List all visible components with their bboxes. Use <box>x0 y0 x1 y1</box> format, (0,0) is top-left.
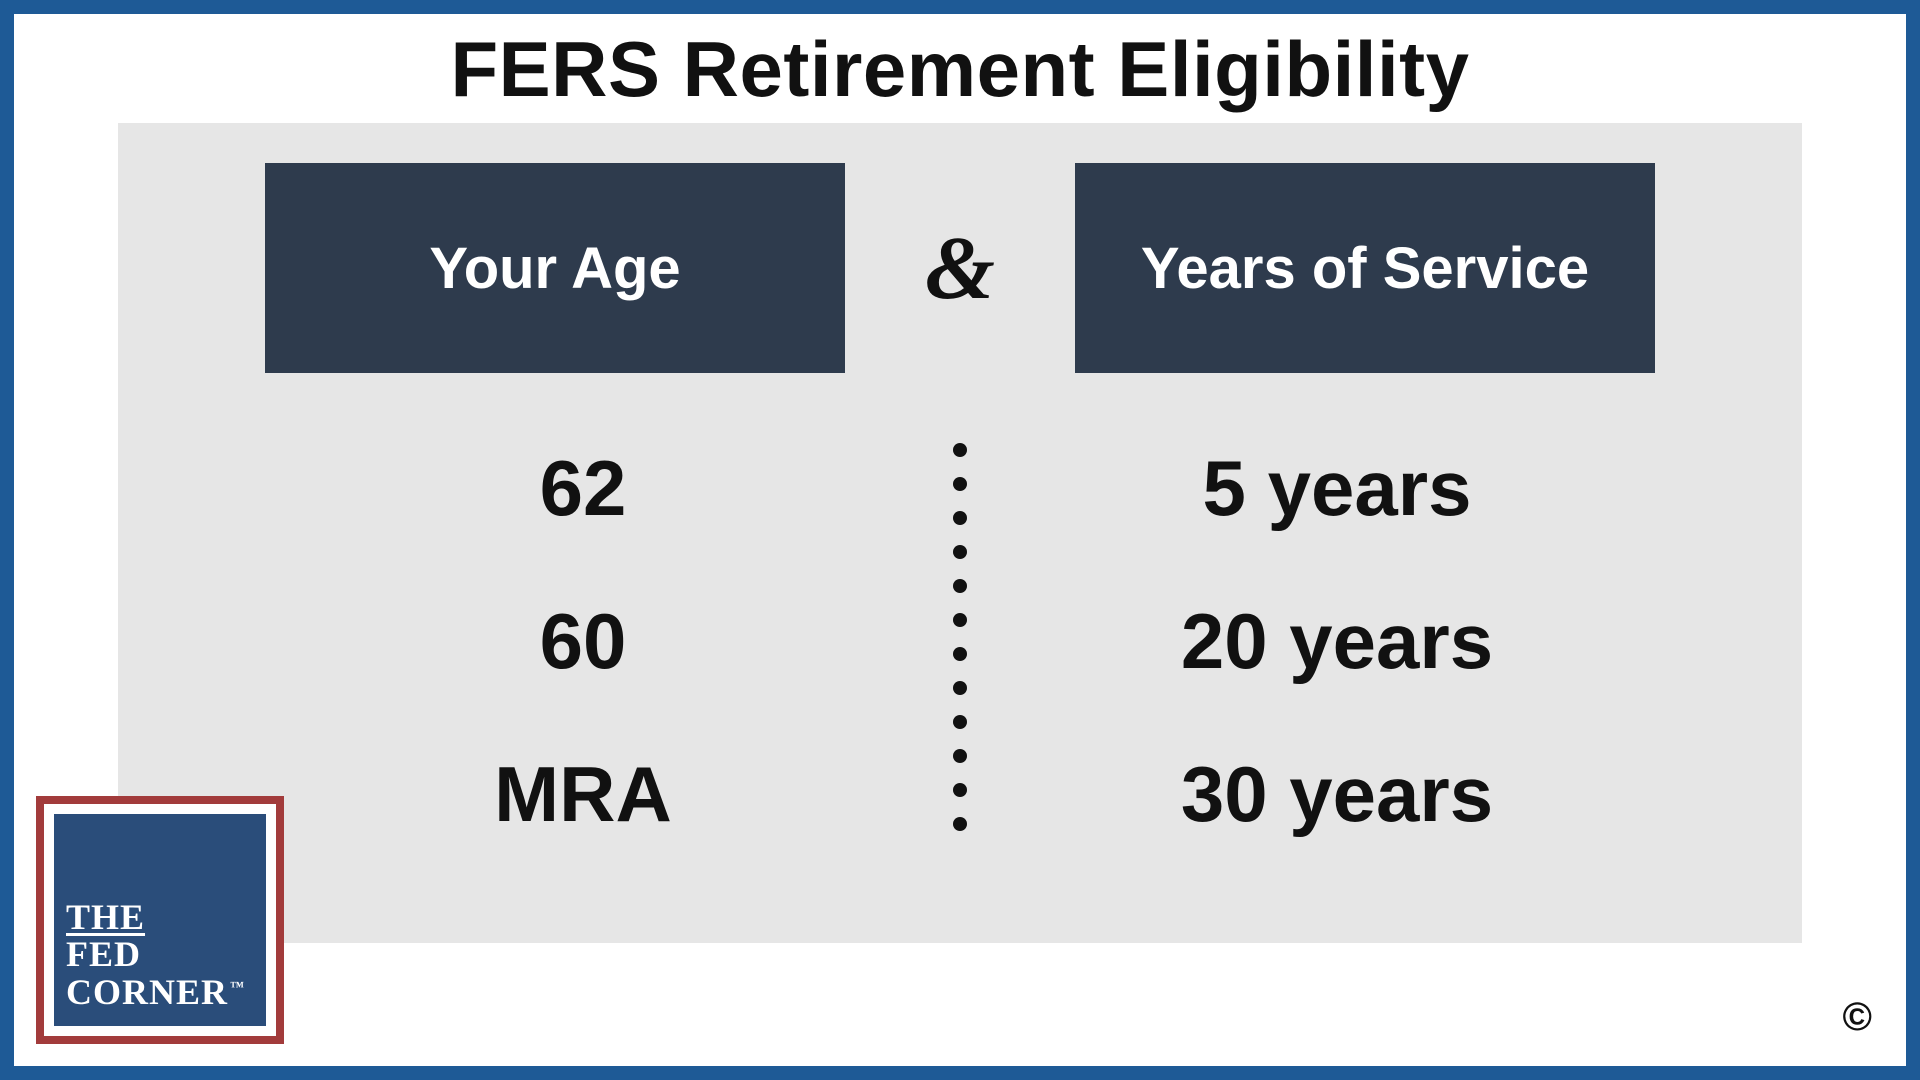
divider-dot <box>953 647 967 661</box>
ampersand-icon: & <box>925 217 995 320</box>
brand-logo: THE FED CORNER™ <box>36 796 284 1044</box>
column-headers: Your Age & Years of Service <box>238 163 1682 373</box>
divider-dot <box>953 715 967 729</box>
age-value: 60 <box>540 596 627 687</box>
brand-logo-inner: THE FED CORNER™ <box>54 814 266 1026</box>
age-value: MRA <box>494 749 672 840</box>
page-title: FERS Retirement Eligibility <box>38 24 1882 115</box>
divider-dot <box>953 579 967 593</box>
divider-dot <box>953 443 967 457</box>
age-value: 62 <box>540 443 627 534</box>
divider-dot <box>953 613 967 627</box>
vertical-dotted-divider <box>953 423 967 840</box>
logo-line-2: FED <box>66 936 254 974</box>
logo-line-3-text: CORNER <box>66 972 228 1012</box>
header-age: Your Age <box>265 163 845 373</box>
divider-dot <box>953 511 967 525</box>
divider-dot <box>953 749 967 763</box>
content-panel: Your Age & Years of Service 62 60 MRA 5 … <box>118 123 1802 943</box>
slide-frame: FERS Retirement Eligibility Your Age & Y… <box>0 0 1920 1080</box>
divider-dot <box>953 817 967 831</box>
logo-line-1: THE <box>66 899 254 937</box>
service-value: 30 years <box>1181 749 1493 840</box>
divider-dot <box>953 681 967 695</box>
header-service: Years of Service <box>1075 163 1655 373</box>
age-column: 62 60 MRA <box>293 423 873 840</box>
service-value: 5 years <box>1203 443 1472 534</box>
logo-line-3: CORNER™ <box>66 974 254 1012</box>
service-column: 5 years 20 years 30 years <box>1047 423 1627 840</box>
divider-dot <box>953 545 967 559</box>
divider-dot <box>953 783 967 797</box>
copyright-icon: © <box>1843 995 1872 1040</box>
trademark-icon: ™ <box>230 980 245 995</box>
eligibility-table: 62 60 MRA 5 years 20 years 30 years <box>238 423 1682 840</box>
service-value: 20 years <box>1181 596 1493 687</box>
divider-dot <box>953 477 967 491</box>
